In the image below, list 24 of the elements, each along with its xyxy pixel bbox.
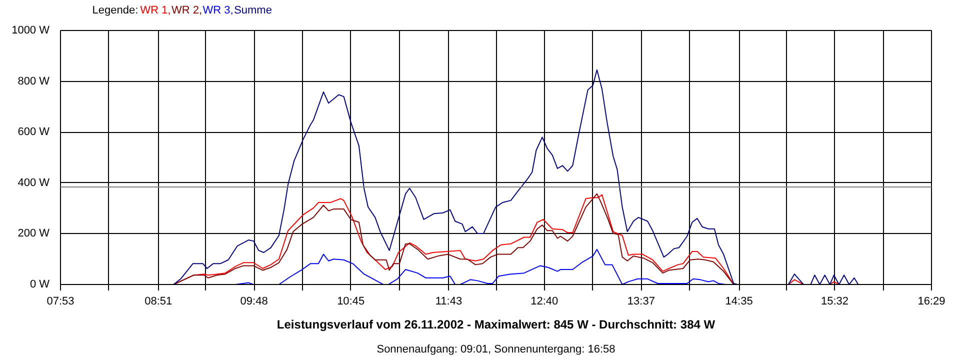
text: WR 1, — [140, 4, 171, 16]
y-tick-label: 200 W — [18, 228, 50, 240]
x-tick-label: 09:48 — [240, 296, 268, 308]
y-tick-label: 600 W — [18, 126, 50, 138]
x-tick-label: 12:40 — [530, 296, 558, 308]
x-tick-label: 08:51 — [144, 296, 172, 308]
x-tick-label: 15:32 — [820, 296, 848, 308]
legend-title: Legende: — [92, 4, 138, 16]
x-tick-label: 07:53 — [46, 296, 74, 308]
x-tick-label: 11:43 — [435, 296, 462, 308]
line-series — [234, 248, 726, 284]
x-tick-label: 10:45 — [337, 296, 365, 308]
text: Leistungsverlauf vom 26.11.2002 - Maximalwert: 845 W - Durchschnitt: 384 W — [276, 318, 716, 332]
text: Sonnenaufgang: 09:01, Sonnenuntergang: 16:58 — [376, 344, 616, 356]
y-tick-label: 1000 W — [12, 24, 50, 36]
x-tick-label: 14:35 — [725, 296, 753, 308]
text: Summe — [234, 4, 272, 16]
x-tick-label: 13:37 — [627, 296, 655, 308]
y-tick-label: 0 W — [30, 278, 50, 290]
y-tick-label: 400 W — [18, 176, 50, 189]
y-tick-label: 800 W — [18, 75, 50, 88]
text: WR 3, — [202, 4, 234, 16]
text: WR 2, — [171, 4, 202, 16]
x-tick-label: 16:29 — [918, 296, 946, 308]
